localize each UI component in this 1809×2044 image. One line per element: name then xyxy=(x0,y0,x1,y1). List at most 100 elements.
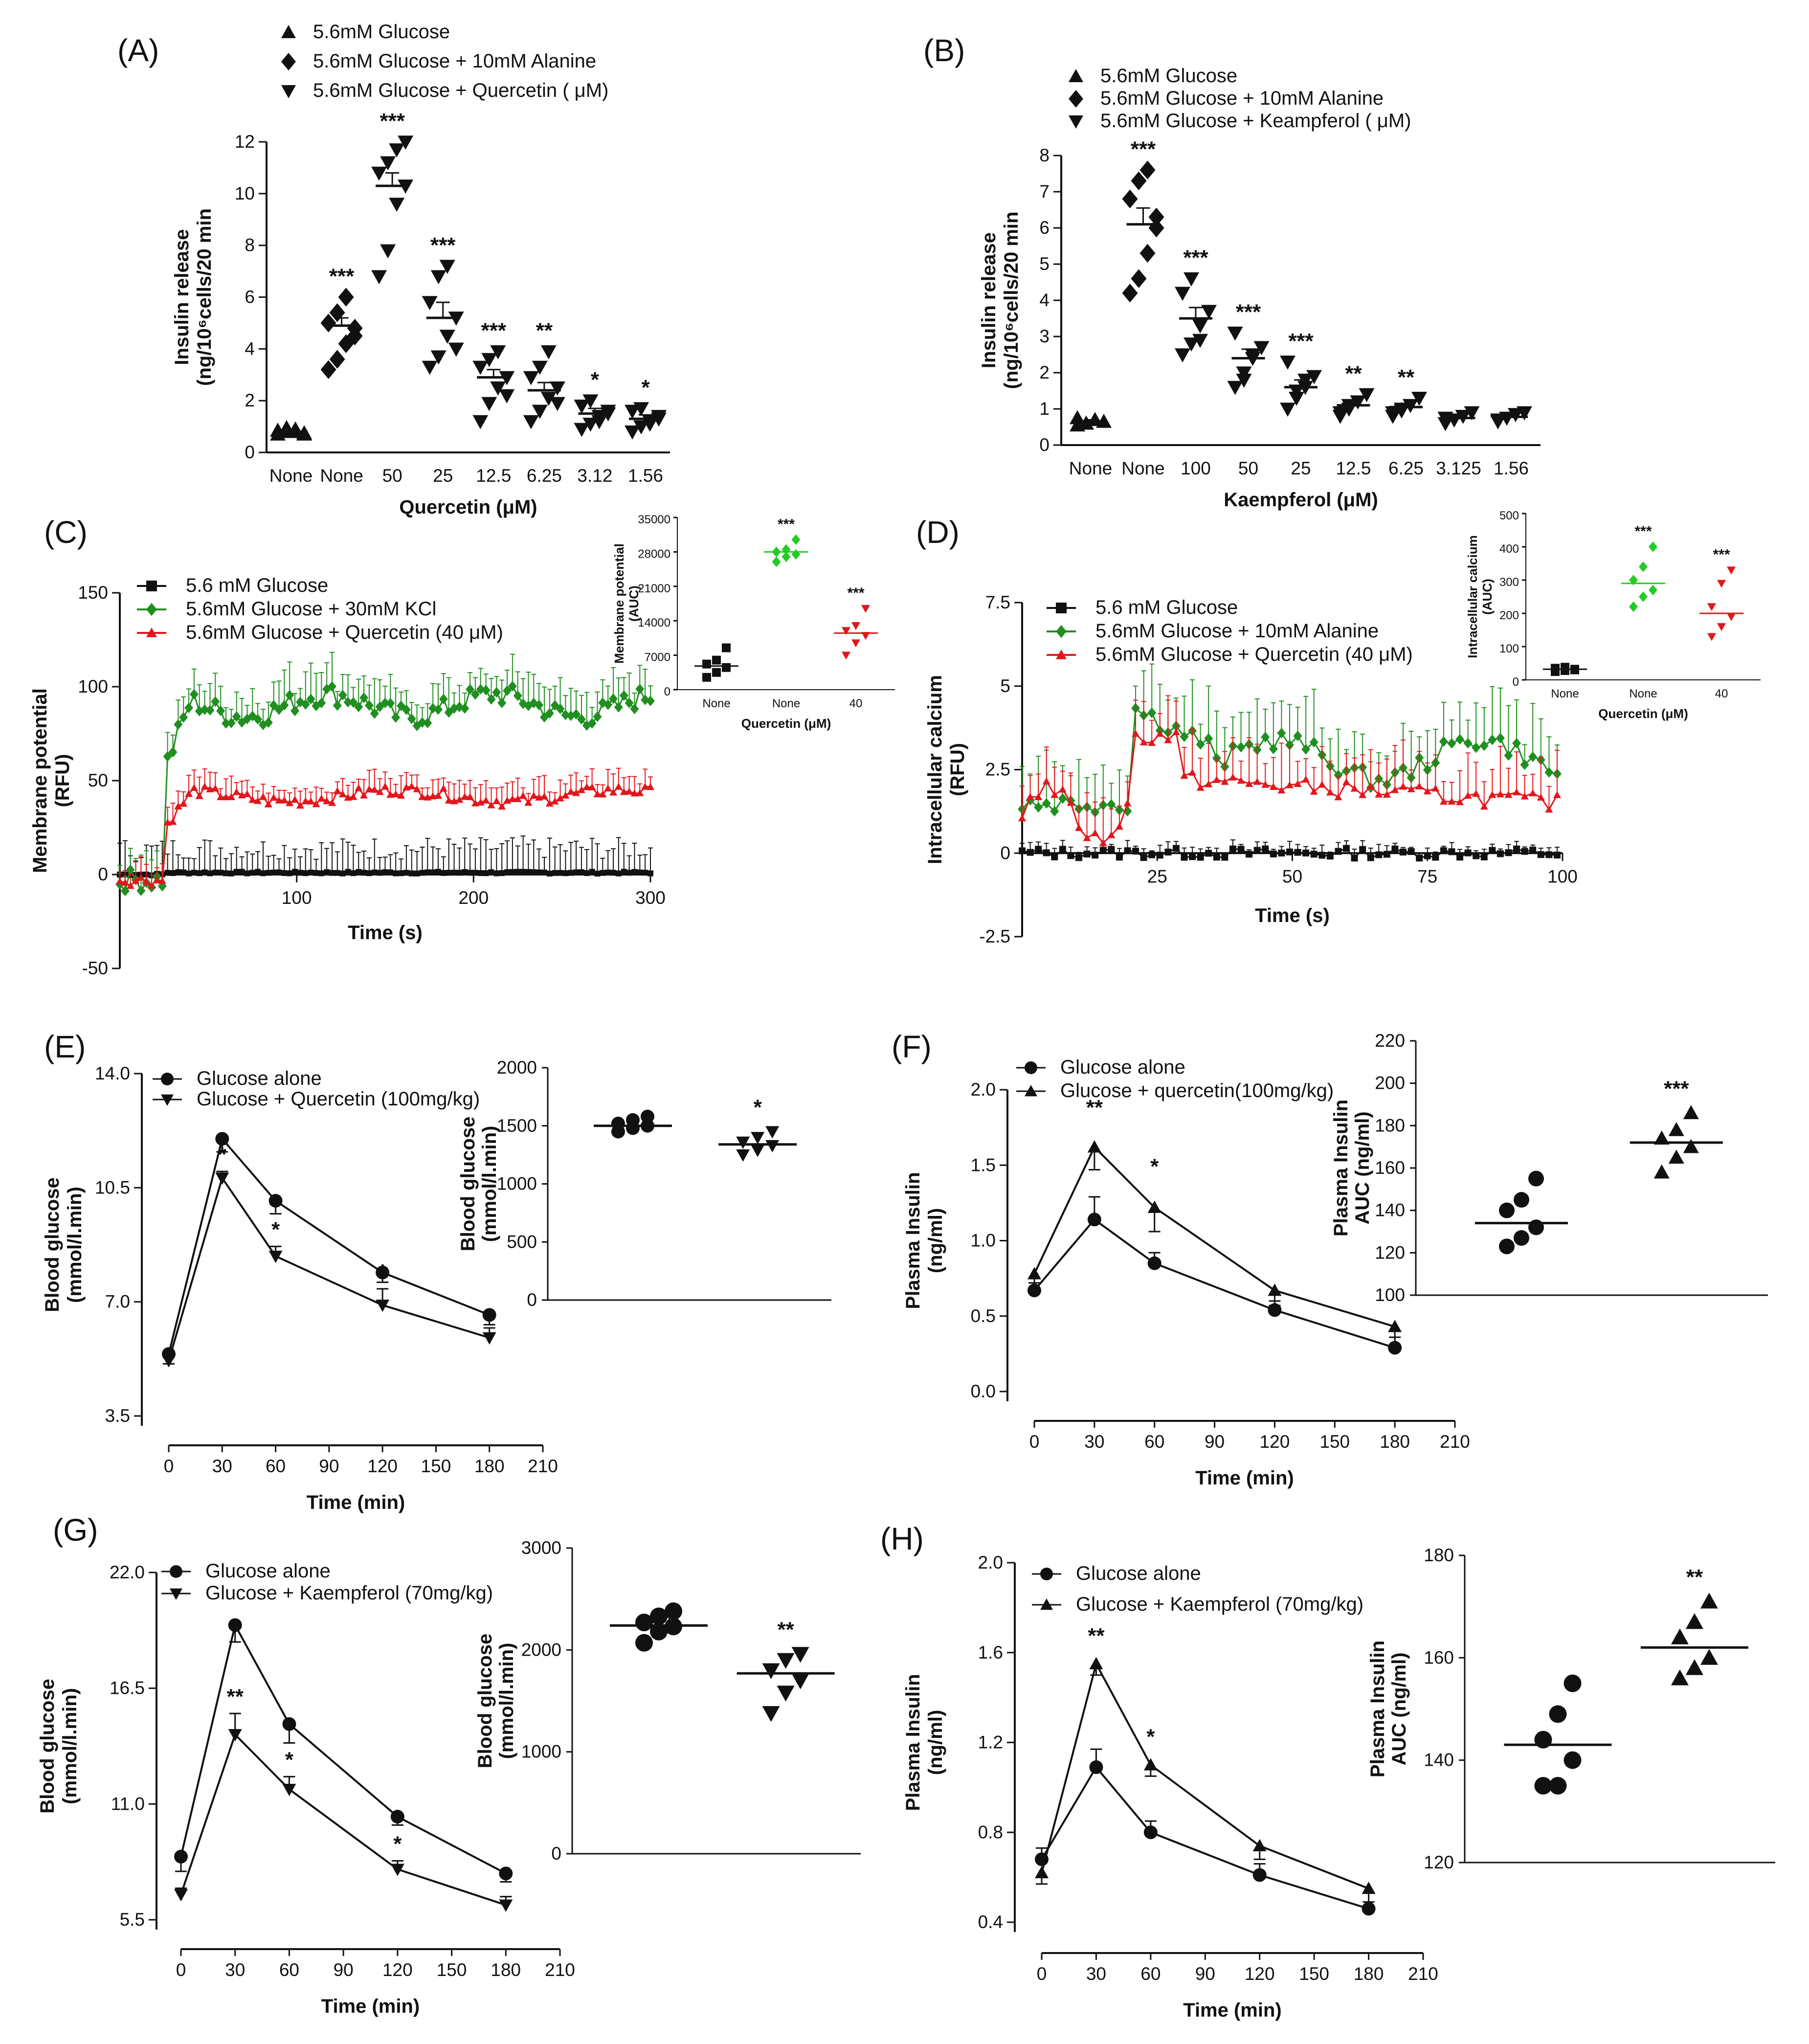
data-point xyxy=(1147,707,1157,719)
legend-marker xyxy=(1056,603,1067,613)
data-point xyxy=(253,714,263,725)
y-tick-label: -2.5 xyxy=(979,926,1010,946)
data-point xyxy=(158,876,166,884)
data-point xyxy=(296,426,312,441)
x-tick-label: 100 xyxy=(282,888,312,908)
inset-data-point xyxy=(641,1109,654,1123)
data-point xyxy=(370,708,379,719)
y-tick-label: 4 xyxy=(1039,290,1050,310)
data-point xyxy=(376,788,384,795)
data-point xyxy=(1075,824,1083,831)
x-tick-label: None xyxy=(1121,458,1164,478)
data-point xyxy=(1067,852,1074,859)
inset-data-point xyxy=(842,651,850,660)
data-point xyxy=(207,870,213,876)
inset-data-point xyxy=(1683,1105,1699,1120)
data-point xyxy=(625,404,640,419)
data-point xyxy=(1019,847,1026,854)
data-point xyxy=(1332,406,1348,421)
data-point xyxy=(1192,334,1208,348)
data-point xyxy=(1252,1868,1267,1882)
y-axis-label-line1: Membrane potential xyxy=(612,543,626,664)
data-point xyxy=(499,389,515,404)
x-tick-label: 12.5 xyxy=(1336,458,1371,478)
data-point xyxy=(574,423,590,437)
data-point xyxy=(626,870,632,876)
legend-marker xyxy=(1056,625,1067,638)
data-point xyxy=(439,785,447,792)
inset-data-point xyxy=(1700,1649,1718,1665)
data-point xyxy=(1067,799,1075,806)
inset-data-point xyxy=(702,659,711,669)
data-point xyxy=(531,869,537,876)
x-tick-label: 210 xyxy=(1440,1432,1470,1452)
legend-marker xyxy=(1040,1598,1053,1610)
y-axis-label-line1: Membrane potential xyxy=(29,688,51,873)
data-point xyxy=(407,782,416,789)
data-point xyxy=(1400,849,1407,856)
data-point xyxy=(280,700,289,711)
x-tick-label: 180 xyxy=(474,1456,505,1476)
y-tick-label: 1000 xyxy=(521,1742,561,1762)
inset-data-point xyxy=(861,632,870,640)
data-point xyxy=(430,869,436,876)
x-axis-label: Time (min) xyxy=(307,1492,405,1513)
legend-marker xyxy=(1040,1568,1053,1580)
data-point xyxy=(462,869,468,875)
data-point xyxy=(1139,738,1148,745)
y-tick-label: 2 xyxy=(245,390,255,410)
data-point xyxy=(1464,849,1472,856)
data-point xyxy=(1553,852,1561,859)
data-point xyxy=(549,381,565,396)
data-point xyxy=(205,705,215,716)
y-tick-label: 3.5 xyxy=(105,1406,130,1426)
data-point xyxy=(1553,791,1561,798)
data-point xyxy=(631,869,638,875)
data-point xyxy=(386,698,395,709)
data-point xyxy=(514,869,521,875)
data-point xyxy=(1309,737,1318,748)
x-tick-label: 60 xyxy=(279,1960,299,1980)
data-point xyxy=(1294,849,1301,856)
inset-data-point xyxy=(702,673,711,682)
data-point xyxy=(268,1194,283,1208)
y-tick-label: 200 xyxy=(1375,1073,1405,1093)
inset-significance: ** xyxy=(1686,1565,1703,1589)
panel-label: (E) xyxy=(44,1029,86,1064)
data-point xyxy=(1116,854,1123,861)
data-point xyxy=(1456,854,1464,861)
y-axis-label-line2: (mmol/l.min) xyxy=(496,1643,517,1759)
data-point xyxy=(1480,802,1488,810)
data-point xyxy=(1058,785,1067,793)
data-point xyxy=(540,792,548,800)
y-axis-label-line2: (mmol/l.min) xyxy=(59,1688,81,1804)
significance-mark: * xyxy=(641,376,650,400)
data-point xyxy=(1108,846,1115,853)
data-point xyxy=(365,785,373,793)
panel-F: (F) 0.0 0.5 1.0 1.5 2.0 0 30 60 90 120 150 180 210 Tim… xyxy=(892,1029,1768,1489)
inset-data-point xyxy=(1563,1751,1582,1769)
x-axis-label: Time (min) xyxy=(1195,1467,1294,1489)
data-point xyxy=(1237,776,1245,784)
data-point xyxy=(599,790,607,798)
data-point xyxy=(215,1132,229,1146)
y-tick-label: 8 xyxy=(1039,145,1050,165)
data-point xyxy=(1083,851,1091,858)
data-point xyxy=(1164,849,1172,856)
inset-data-point xyxy=(1668,1149,1684,1164)
inset-data-point xyxy=(1514,1230,1529,1246)
data-point xyxy=(503,685,512,696)
data-point xyxy=(1253,341,1270,356)
data-point xyxy=(249,870,256,876)
y-axis-label: Plasma Insulin(ng/ml) xyxy=(902,1674,946,1811)
data-point xyxy=(1087,1213,1101,1227)
data-point xyxy=(568,870,574,876)
y-axis-label-line1: Plasma Insulin xyxy=(1367,1640,1388,1777)
data-point xyxy=(545,708,554,719)
inset-data-point xyxy=(777,1653,795,1669)
inset-data-point xyxy=(762,1706,780,1722)
significance-mark: * xyxy=(393,1832,402,1856)
data-point xyxy=(268,1251,283,1263)
data-point xyxy=(1335,848,1342,855)
legend-marker xyxy=(281,85,296,98)
